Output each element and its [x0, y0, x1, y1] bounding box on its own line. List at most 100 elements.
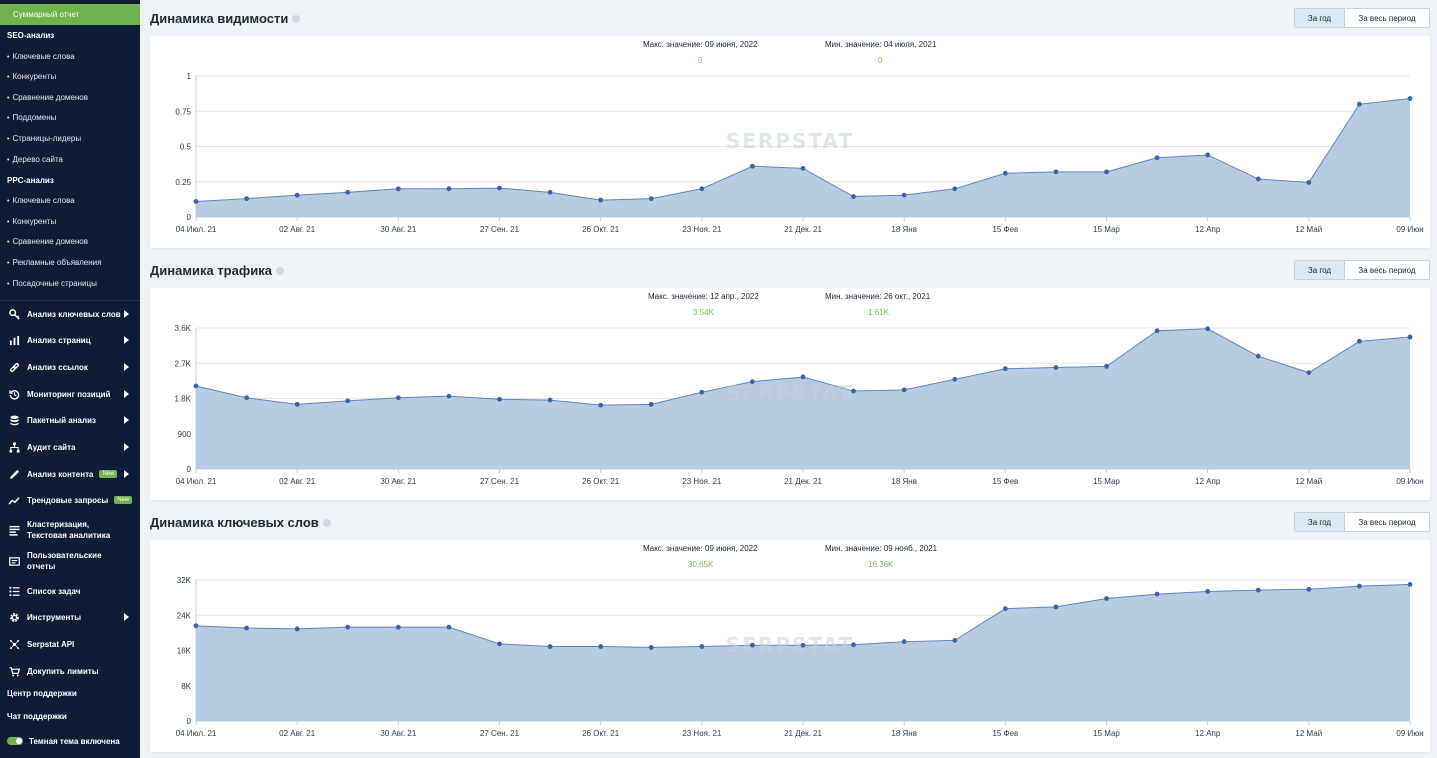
sidebar-item-link-analysis[interactable]: Анализ ссылок [7, 360, 137, 374]
data-point[interactable] [901, 639, 907, 645]
data-point[interactable] [952, 376, 958, 382]
data-point[interactable] [851, 642, 856, 648]
sidebar-item-batch-analysis[interactable]: Пакетный анализ [7, 413, 137, 427]
sidebar-ppc-keywords[interactable]: Ключевые слова [7, 196, 74, 205]
data-point[interactable] [1357, 338, 1362, 344]
sidebar-ppc-landing-pages[interactable]: Посадочные страницы [7, 279, 96, 288]
data-point[interactable] [901, 192, 907, 198]
data-point[interactable] [952, 637, 958, 643]
data-point[interactable] [1002, 170, 1008, 176]
data-point[interactable] [294, 626, 300, 632]
data-point[interactable] [193, 383, 199, 389]
sidebar-ppc-ads[interactable]: Рекламные объявления [7, 258, 101, 267]
sidebar-item-tools[interactable]: Инструменты [7, 610, 137, 624]
data-point[interactable] [395, 395, 401, 401]
data-point[interactable] [244, 625, 249, 631]
data-point[interactable] [699, 389, 705, 395]
data-point[interactable] [294, 401, 300, 407]
data-point[interactable] [598, 197, 604, 203]
data-point[interactable] [1407, 582, 1413, 587]
sidebar-item-serpstat-api[interactable]: Serpstat API [7, 637, 137, 651]
data-point[interactable] [750, 642, 755, 648]
data-point[interactable] [1255, 176, 1261, 182]
data-point[interactable] [497, 185, 502, 191]
data-point[interactable] [851, 388, 856, 394]
data-point[interactable] [1205, 589, 1211, 594]
data-point[interactable] [648, 196, 654, 202]
info-icon[interactable] [322, 518, 331, 527]
data-point[interactable] [800, 165, 806, 171]
sidebar-item-trending-queries[interactable]: Трендовые запросы New [7, 493, 137, 507]
data-point[interactable] [598, 644, 604, 649]
sidebar-seo-site-tree[interactable]: Дерево сайта [7, 155, 63, 164]
data-point[interactable] [1104, 363, 1109, 369]
data-point[interactable] [1306, 586, 1312, 592]
data-point[interactable] [345, 624, 351, 630]
data-point[interactable] [1205, 326, 1211, 332]
data-point[interactable] [1053, 169, 1059, 175]
data-point[interactable] [294, 192, 300, 198]
data-point[interactable] [1053, 365, 1059, 370]
data-point[interactable] [1357, 583, 1362, 589]
sidebar-ppc-competitors[interactable]: Конкуренты [7, 217, 56, 226]
sidebar-support-center[interactable]: Центр поддержки [7, 689, 77, 698]
data-point[interactable] [446, 393, 452, 399]
data-point[interactable] [901, 387, 907, 393]
sidebar-item-content-analysis[interactable]: Анализ контента New [7, 467, 137, 481]
data-point[interactable] [1306, 370, 1312, 376]
data-point[interactable] [598, 402, 604, 408]
dark-theme-toggle[interactable] [7, 737, 23, 745]
data-point[interactable] [547, 644, 553, 649]
data-point[interactable] [547, 397, 553, 403]
data-point[interactable] [1205, 152, 1211, 158]
period-all-button[interactable]: За весь период [1358, 265, 1416, 275]
data-point[interactable] [1002, 366, 1008, 372]
data-point[interactable] [1104, 169, 1109, 175]
data-point[interactable] [750, 163, 755, 169]
data-point[interactable] [1053, 604, 1059, 610]
data-point[interactable] [1255, 353, 1261, 359]
data-point[interactable] [952, 186, 958, 192]
period-year-button[interactable]: За год [1295, 261, 1345, 279]
data-point[interactable] [750, 379, 755, 385]
data-point[interactable] [1154, 591, 1160, 597]
data-point[interactable] [497, 641, 502, 647]
data-point[interactable] [244, 196, 249, 202]
sidebar-item-site-audit[interactable]: Аудит сайта [7, 440, 137, 454]
data-point[interactable] [446, 624, 452, 630]
data-point[interactable] [395, 186, 401, 192]
info-icon[interactable] [292, 14, 301, 23]
sidebar-support-chat[interactable]: Чат поддержки [7, 712, 67, 721]
data-point[interactable] [446, 186, 452, 192]
period-all-button[interactable]: За весь период [1358, 517, 1416, 527]
sidebar-seo-domain-compare[interactable]: Сравнение доменов [7, 93, 88, 102]
data-point[interactable] [345, 189, 351, 195]
sidebar-item-custom-reports[interactable]: Пользовательские отчеты [7, 550, 137, 572]
sidebar-seo-subdomains[interactable]: Поддомены [7, 113, 56, 122]
data-point[interactable] [193, 623, 199, 629]
sidebar-item-keyword-analysis[interactable]: Анализ ключевых слов [7, 307, 137, 321]
data-point[interactable] [395, 624, 401, 630]
data-point[interactable] [1407, 96, 1413, 101]
sidebar-item-summary-report[interactable]: Суммарный отчет [0, 4, 140, 25]
period-year-button[interactable]: За год [1295, 9, 1345, 27]
data-point[interactable] [1154, 155, 1160, 161]
data-point[interactable] [699, 186, 705, 192]
data-point[interactable] [1104, 596, 1109, 601]
data-point[interactable] [193, 199, 199, 204]
data-point[interactable] [1407, 334, 1413, 340]
data-point[interactable] [648, 645, 654, 650]
data-point[interactable] [547, 189, 553, 195]
sidebar-item-rank-tracking[interactable]: Мониторинг позиций [7, 387, 137, 401]
sidebar-item-clustering[interactable]: Кластеризация, Текстовая аналитика [7, 519, 137, 541]
data-point[interactable] [1255, 587, 1261, 593]
data-point[interactable] [851, 194, 856, 199]
data-point[interactable] [244, 395, 249, 401]
data-point[interactable] [497, 396, 502, 402]
data-point[interactable] [800, 642, 806, 648]
data-point[interactable] [648, 401, 654, 407]
sidebar-seo-competitors[interactable]: Конкуренты [7, 72, 56, 81]
data-point[interactable] [1357, 101, 1362, 107]
sidebar-ppc-domain-compare[interactable]: Сравнение доменов [7, 237, 88, 246]
sidebar-item-task-list[interactable]: Список задач [7, 584, 137, 598]
